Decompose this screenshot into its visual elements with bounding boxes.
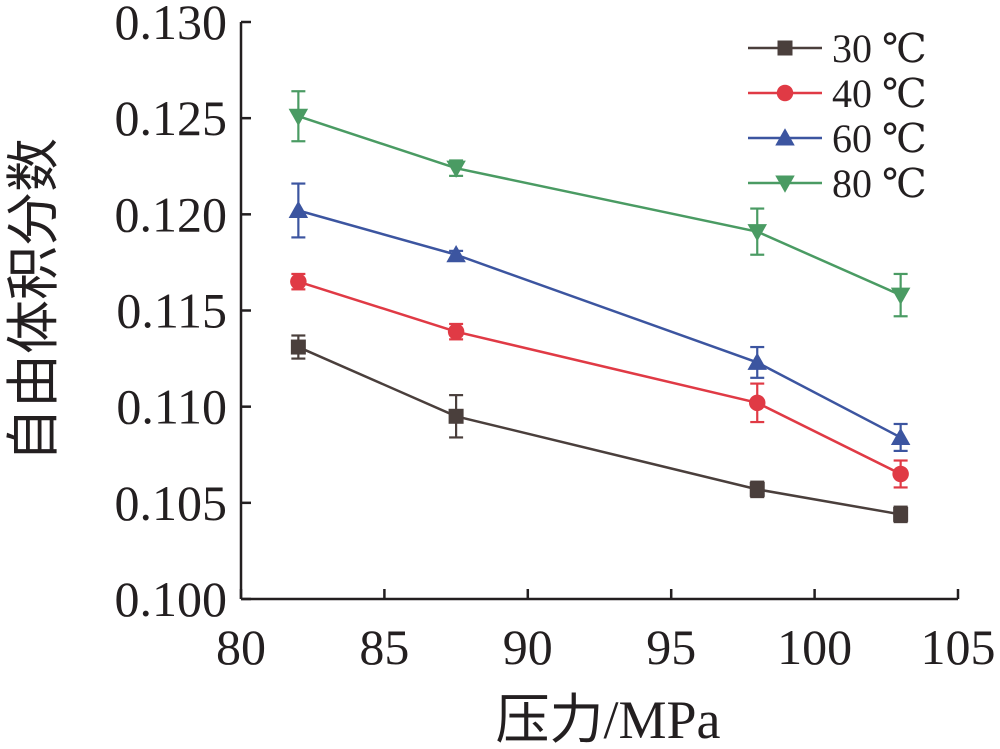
- circle-marker: [892, 465, 909, 483]
- legend-label: 80 ℃: [832, 161, 927, 206]
- series: [288, 90, 911, 318]
- triangle-up-marker: [775, 128, 795, 146]
- y-tick-label: 0.110: [116, 379, 227, 435]
- y-tick-label: 0.130: [115, 0, 228, 50]
- legend-item: 30 ℃: [748, 26, 927, 71]
- circle-marker: [776, 84, 794, 102]
- square-marker: [749, 481, 765, 497]
- square-marker: [290, 339, 306, 355]
- series-line: [297, 115, 902, 297]
- legend-item: 80 ℃: [748, 161, 927, 206]
- legend-label: 30 ℃: [832, 26, 927, 71]
- triangle-down-marker: [775, 175, 795, 193]
- triangle-down-marker: [890, 287, 911, 305]
- x-tick-label: 100: [777, 619, 852, 675]
- legend: 30 ℃40 ℃60 ℃80 ℃: [748, 26, 927, 206]
- series: [288, 182, 911, 453]
- legend-label: 60 ℃: [832, 116, 927, 161]
- y-axis-title: 自由体积分数: [4, 138, 64, 462]
- legend-item: 60 ℃: [748, 116, 927, 161]
- triangle-up-marker: [288, 200, 309, 218]
- circle-marker: [748, 394, 766, 412]
- series: [290, 272, 909, 489]
- x-tick-label: 105: [921, 619, 996, 675]
- triangle-down-marker: [446, 160, 466, 178]
- series-line: [298, 209, 902, 439]
- legend-item: 40 ℃: [748, 71, 927, 116]
- y-tick-label: 0.125: [115, 90, 228, 146]
- y-tick-label: 0.105: [115, 475, 228, 531]
- x-tick-label: 85: [359, 619, 409, 675]
- x-axis-title: 压力/MPa: [495, 690, 720, 749]
- square-marker: [893, 506, 909, 522]
- x-tick-label: 80: [216, 619, 266, 675]
- y-tick-label: 0.120: [115, 186, 228, 242]
- x-tick-label: 95: [646, 619, 696, 675]
- square-marker: [777, 40, 793, 56]
- triangle-up-marker: [446, 244, 466, 263]
- triangle-down-marker: [288, 108, 309, 126]
- series: [290, 334, 909, 524]
- square-marker: [448, 408, 464, 424]
- triangle-up-marker: [890, 427, 911, 445]
- triangle-down-marker: [747, 224, 767, 242]
- y-tick-label: 0.115: [116, 283, 227, 339]
- axes: 0.100 0.105 0.110 0.115 0.120 0.125 0.130 80 85 9…: [115, 0, 996, 675]
- x-tick-label: 90: [503, 619, 553, 675]
- series-line: [297, 280, 902, 476]
- circle-marker: [447, 323, 465, 340]
- circle-marker: [290, 273, 307, 290]
- legend-label: 40 ℃: [832, 71, 927, 116]
- series-line: [297, 345, 901, 516]
- series-layer: [288, 90, 911, 524]
- triangle-up-marker: [747, 352, 767, 370]
- y-tick-label: 0.100: [115, 571, 228, 627]
